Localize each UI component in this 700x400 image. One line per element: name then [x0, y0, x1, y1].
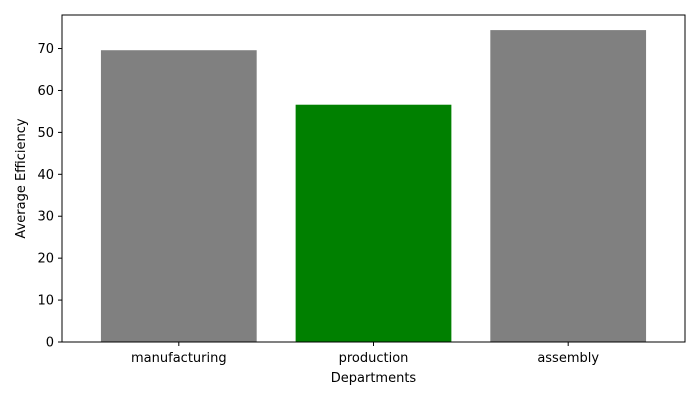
y-tick-label: 70 [37, 42, 54, 57]
x-tick-label: manufacturing [131, 351, 227, 366]
y-tick-label: 20 [37, 252, 54, 267]
y-tick-label: 50 [37, 126, 54, 141]
x-tick-label: assembly [537, 351, 599, 366]
bar-production [295, 104, 452, 342]
x-axis-ticks: manufacturing production assembly [131, 342, 599, 366]
bar-assembly [490, 30, 647, 342]
x-tick-label: production [339, 351, 409, 366]
y-axis-label: Average Efficiency [14, 118, 29, 238]
y-tick-label: 0 [46, 336, 54, 351]
y-tick-label: 60 [37, 84, 54, 99]
x-axis-label: Departments [331, 371, 417, 386]
bar-manufacturing [100, 50, 257, 342]
y-axis-ticks: 0 10 20 30 40 50 60 70 [37, 42, 62, 351]
bars-group [100, 30, 647, 342]
plot-frame [61, 14, 686, 343]
y-tick-label: 10 [37, 294, 54, 309]
y-tick-label: 40 [37, 168, 54, 183]
y-tick-label: 30 [37, 210, 54, 225]
